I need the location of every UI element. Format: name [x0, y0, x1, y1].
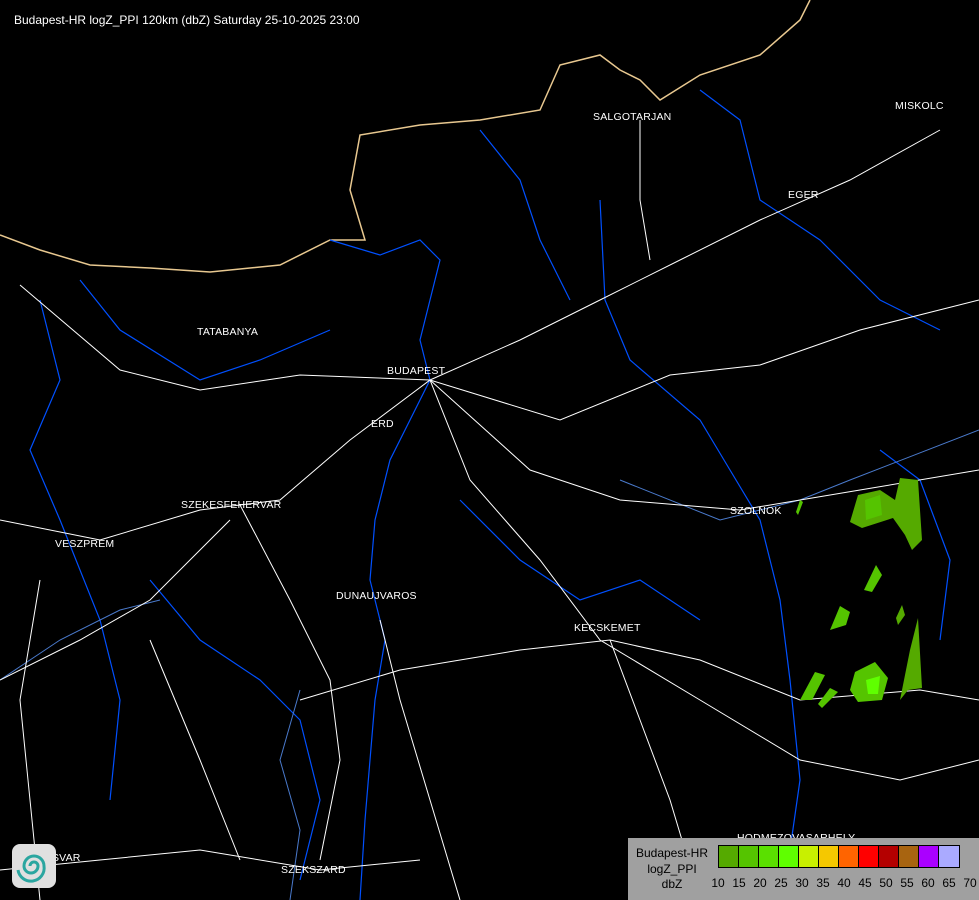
legend-tick-label: 50 [879, 876, 893, 890]
city-label: VESZPREM [55, 538, 115, 550]
legend-tick-label: 55 [900, 876, 914, 890]
legend-tick-label: 70 [963, 876, 977, 890]
radar-echoes [796, 478, 922, 708]
city-label: SZOLNOK [730, 505, 782, 517]
city-label: MISKOLC [895, 100, 944, 112]
radar-echo [796, 500, 803, 515]
radar-echo [818, 688, 838, 708]
legend-tick-label: 45 [858, 876, 872, 890]
city-label: EGER [788, 189, 819, 201]
legend-tick-label: 40 [837, 876, 851, 890]
city-label: TATABANYA [197, 326, 259, 338]
rivers [29, 89, 951, 900]
legend-tick-label: 30 [795, 876, 809, 890]
legend-radar-name: Budapest-HR [635, 846, 709, 860]
city-label: BUDAPEST [387, 365, 446, 377]
legend-tick-label: 60 [921, 876, 935, 890]
legend-swatch [919, 846, 939, 867]
radar-echo [800, 672, 825, 700]
city-label: SZEKESFEHERVAR [181, 499, 282, 511]
radar-title: Budapest-HR logZ_PPI 120km (dbZ) Saturda… [14, 13, 360, 27]
legend-swatch [799, 846, 819, 867]
legend-tick-label: 10 [711, 876, 725, 890]
radar-echo [900, 618, 922, 700]
legend-swatch [859, 846, 879, 867]
legend-label: Budapest-HR logZ_PPI dbZ [632, 846, 712, 893]
minor-rivers [0, 429, 979, 900]
radar-echo [864, 565, 882, 592]
legend-tick-label: 15 [732, 876, 746, 890]
legend-swatch [839, 846, 859, 867]
legend-product: logZ_PPI [647, 861, 697, 876]
legend-swatches [718, 845, 960, 868]
radar-echo [830, 606, 850, 630]
legend-swatch [759, 846, 779, 867]
legend-swatch [899, 846, 919, 867]
radar-echo [866, 676, 880, 694]
color-legend: Budapest-HR logZ_PPI dbZ 10 15 20 25 30 35 40 4… [628, 838, 979, 900]
city-label: DUNAUJVAROS [336, 590, 417, 602]
legend-tick-label: 25 [774, 876, 788, 890]
radar-echo [865, 495, 882, 520]
city-label: SALGOTARJAN [593, 111, 672, 123]
radar-echo [850, 478, 922, 550]
city-label: SZEKSZARD [281, 864, 346, 876]
legend-tick-label: 20 [753, 876, 767, 890]
legend-swatch [819, 846, 839, 867]
legend-tick-label: 35 [816, 876, 830, 890]
legend-swatch [879, 846, 899, 867]
city-label: ERD [371, 418, 394, 430]
legend-ticks: 10 15 20 25 30 35 40 45 50 55 60 65 70 [708, 876, 978, 896]
legend-unit: dbZ [661, 877, 683, 891]
legend-tick-label: 65 [942, 876, 956, 890]
radar-echo [896, 605, 905, 625]
legend-swatch [939, 846, 959, 867]
legend-swatch [719, 846, 739, 867]
city-label: KECSKEMET [574, 622, 641, 634]
legend-swatch [739, 846, 759, 867]
country-border [0, 0, 811, 273]
spiral-logo-icon [12, 844, 56, 888]
roads [0, 120, 979, 900]
legend-swatch [779, 846, 799, 867]
